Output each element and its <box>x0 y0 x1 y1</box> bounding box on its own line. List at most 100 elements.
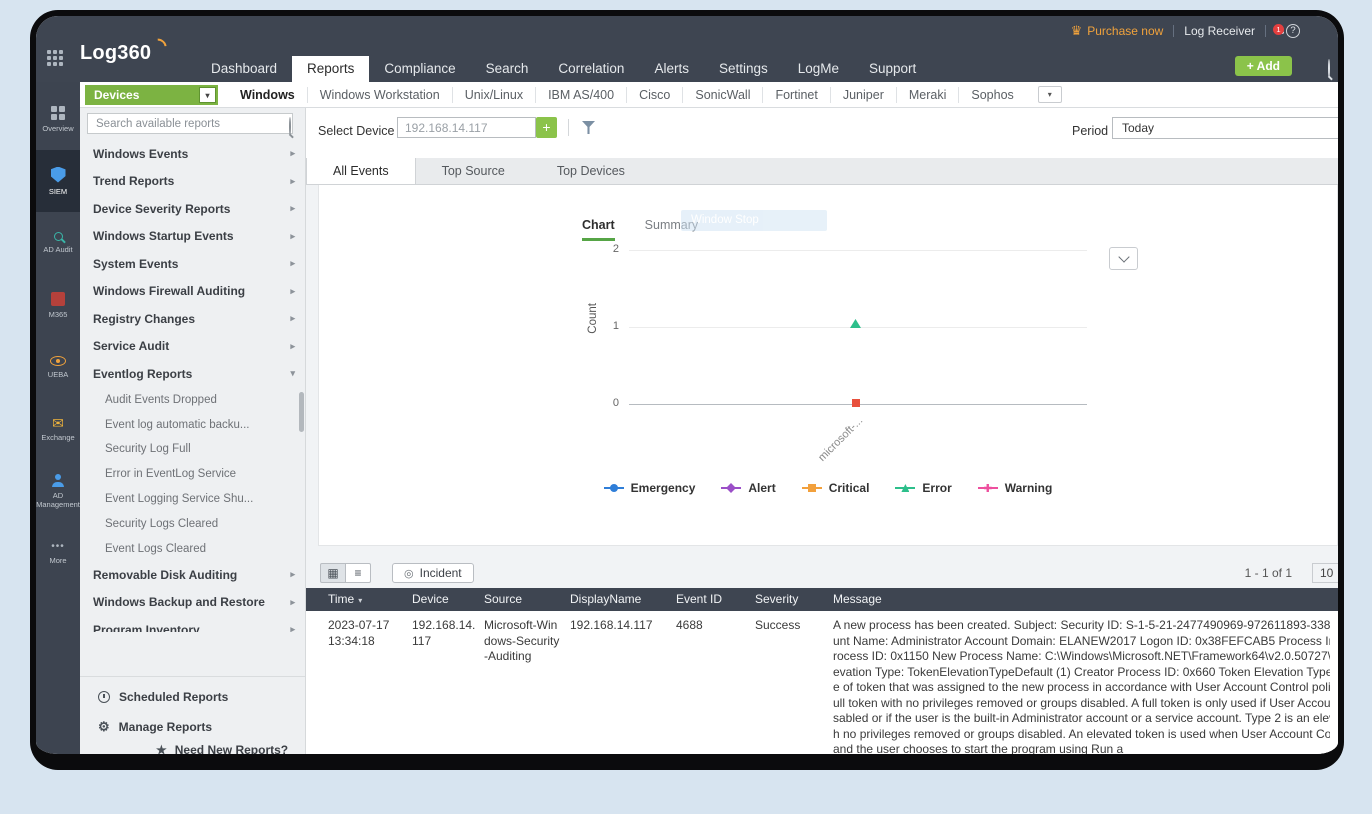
device-tab-windows[interactable]: Windows <box>240 87 295 102</box>
pagination-text: 1 - 1 of 1 <box>1244 566 1292 580</box>
list-view-button[interactable]: ≡ <box>345 563 371 583</box>
column-header-time[interactable]: Time ▾ <box>328 592 363 606</box>
rail-item-siem[interactable]: SIEM <box>36 150 80 212</box>
device-tab-sophos[interactable]: Sophos <box>958 86 1025 103</box>
nav-alerts[interactable]: Alerts <box>654 61 689 76</box>
device-tab-meraki[interactable]: Meraki <box>895 86 959 103</box>
legend-error[interactable]: Error <box>895 481 952 495</box>
sidebar-scrollbar-thumb[interactable] <box>299 392 304 432</box>
device-tab-ibm-as400[interactable]: IBM AS/400 <box>535 86 626 103</box>
rail-item-ad-audit[interactable]: AD Audit <box>36 212 80 274</box>
report-group-program-inventory[interactable]: Program Inventory ▸ <box>80 616 305 632</box>
report-group-trend-reports[interactable]: Trend Reports ▸ <box>80 168 305 196</box>
column-header-source[interactable]: Source <box>484 592 523 606</box>
tab-top-source[interactable]: Top Source <box>441 164 505 178</box>
message-line: rocess ID: 0x1150 New Process Name: C:\W… <box>833 649 1330 663</box>
cell-event-id: 4688 <box>676 618 703 632</box>
rail-item-ad-management[interactable]: AD Management <box>36 460 80 522</box>
column-header-event-id[interactable]: Event ID <box>676 592 723 606</box>
device-tab-fortinet[interactable]: Fortinet <box>762 86 829 103</box>
legend-warning[interactable]: Warning <box>977 481 1052 495</box>
report-group-label: Windows Startup Events <box>93 229 234 244</box>
report-item-event-logs-cleared[interactable]: Event Logs Cleared <box>105 542 207 555</box>
report-group-registry-changes[interactable]: Registry Changes ▸ <box>80 305 305 333</box>
column-header-displayname[interactable]: DisplayName <box>570 592 642 606</box>
rail-label: AD Management <box>36 490 80 509</box>
devices-dropdown[interactable]: Devices ▾ <box>85 84 218 105</box>
page-size-select[interactable]: 10 <box>1312 563 1338 583</box>
filter-funnel-icon[interactable] <box>582 121 595 134</box>
message-line: evation Type: TokenElevationTypeDefault … <box>833 664 1330 679</box>
header-search-button[interactable] <box>1328 59 1330 78</box>
device-tab-juniper[interactable]: Juniper <box>829 86 896 103</box>
report-group-system-events[interactable]: System Events ▸ <box>80 250 305 278</box>
clock-icon <box>98 691 110 703</box>
chart-options-dropdown[interactable] <box>1109 247 1138 270</box>
purchase-now-link[interactable]: ♛ Purchase now <box>1071 23 1164 39</box>
tab-all-events[interactable]: All Events <box>306 158 416 184</box>
device-tab-sonicwall[interactable]: SonicWall <box>682 86 762 103</box>
rail-item-ueba[interactable]: UEBA <box>36 336 80 398</box>
nav-search[interactable]: Search <box>485 61 529 76</box>
rail-item-more[interactable]: ••• More <box>36 522 80 584</box>
report-item-security-logs-cleared[interactable]: Security Logs Cleared <box>105 517 219 530</box>
main-content: Select Device + Period Today All Events … <box>306 108 1338 754</box>
legend-alert[interactable]: Alert <box>721 481 776 495</box>
legend-label: Emergency <box>630 481 696 495</box>
overview-grid-icon <box>51 105 65 120</box>
nav-logme[interactable]: LogMe <box>797 61 840 76</box>
device-tab-unix-linux[interactable]: Unix/Linux <box>451 86 535 103</box>
logo-arc-icon <box>148 35 170 57</box>
legend-emergency[interactable]: Emergency <box>603 481 696 495</box>
report-item-security-log-full[interactable]: Security Log Full <box>105 443 191 456</box>
add-button[interactable]: + Add <box>1234 56 1292 76</box>
column-header-device[interactable]: Device <box>412 592 449 606</box>
rail-item-exchange[interactable]: ✉ Exchange <box>36 398 80 460</box>
sort-icon: ▾ <box>358 596 363 605</box>
report-item-eventlog-backup[interactable]: Event log automatic backu... <box>105 418 250 431</box>
device-tab-cisco[interactable]: Cisco <box>626 86 682 103</box>
report-search-input[interactable] <box>87 113 293 134</box>
add-device-button[interactable]: + <box>536 117 557 138</box>
log-receiver-link[interactable]: Log Receiver <box>1184 24 1255 38</box>
nav-settings[interactable]: Settings <box>718 61 768 76</box>
help-button[interactable]: ? <box>1286 24 1300 38</box>
nav-dashboard[interactable]: Dashboard <box>211 61 278 76</box>
nav-compliance[interactable]: Compliance <box>384 61 456 76</box>
need-new-reports-link[interactable]: ★ Need New Reports? <box>156 743 288 754</box>
rail-item-overview[interactable]: Overview <box>36 88 80 150</box>
tab-chart[interactable]: Chart <box>582 218 615 241</box>
report-item-audit-events-dropped[interactable]: Audit Events Dropped <box>105 393 217 406</box>
scheduled-reports-button[interactable]: Scheduled Reports <box>80 682 305 712</box>
report-group-device-severity[interactable]: Device Severity Reports ▸ <box>80 195 305 223</box>
report-item-event-logging-shutdown[interactable]: Event Logging Service Shu... <box>105 493 254 506</box>
chevron-right-icon: ▸ <box>290 340 295 351</box>
app-launcher-grid-icon[interactable] <box>47 50 63 66</box>
nav-correlation[interactable]: Correlation <box>558 61 625 76</box>
column-header-message[interactable]: Message <box>833 592 882 606</box>
report-group-backup-restore[interactable]: Windows Backup and Restore ▸ <box>80 589 305 617</box>
table-row[interactable]: 2023-07-17 13:34:18 192.168.14.117 Micro… <box>306 611 1338 754</box>
legend-label: Alert <box>748 481 776 495</box>
legend-critical[interactable]: Critical <box>801 481 869 495</box>
report-group-windows-startup[interactable]: Windows Startup Events ▸ <box>80 223 305 251</box>
nav-reports[interactable]: Reports <box>292 56 370 82</box>
report-group-eventlog-reports[interactable]: Eventlog Reports ▾ <box>80 360 305 388</box>
rail-item-m365[interactable]: M365 <box>36 274 80 336</box>
report-item-error-eventlog-service[interactable]: Error in EventLog Service <box>105 468 237 481</box>
column-header-severity[interactable]: Severity <box>755 592 799 606</box>
incident-button[interactable]: ◎ Incident <box>392 563 474 583</box>
period-select[interactable]: Today <box>1112 117 1338 139</box>
device-input[interactable] <box>397 117 536 138</box>
tab-top-devices[interactable]: Top Devices <box>556 164 625 178</box>
nav-support[interactable]: Support <box>869 61 917 76</box>
grid-view-button[interactable]: ▦ <box>320 563 346 583</box>
report-group-service-audit[interactable]: Service Audit ▸ <box>80 333 305 361</box>
device-tab-windows-workstation[interactable]: Windows Workstation <box>306 86 452 103</box>
report-group-windows-firewall[interactable]: Windows Firewall Auditing ▸ <box>80 278 305 306</box>
report-group-windows-events[interactable]: Windows Events ▸ <box>80 140 305 168</box>
report-group-removable-disk[interactable]: Removable Disk Auditing ▸ <box>80 561 305 589</box>
main-nav: Dashboard Reports Compliance Search Corr… <box>196 56 931 82</box>
device-tabs-overflow-button[interactable]: ▾ <box>1037 86 1062 103</box>
manage-reports-button[interactable]: ⚙ Manage Reports <box>80 712 305 742</box>
